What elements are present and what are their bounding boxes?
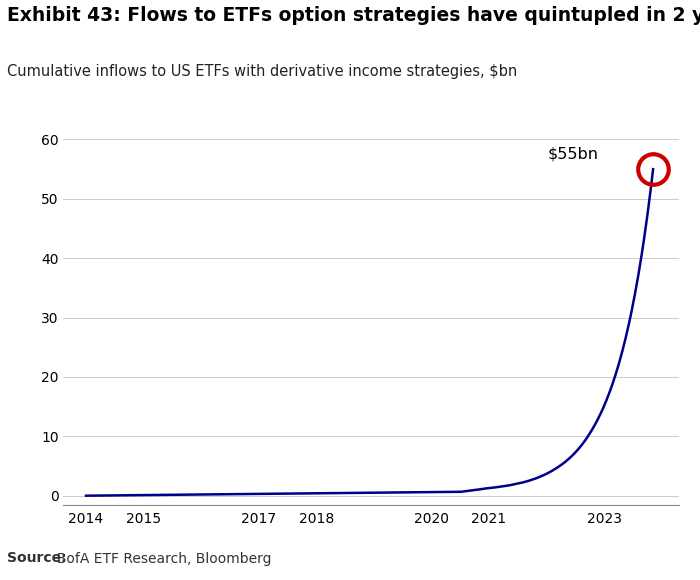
Text: Exhibit 43: Flows to ETFs option strategies have quintupled in 2 years: Exhibit 43: Flows to ETFs option strateg… xyxy=(7,6,700,25)
Text: Source:: Source: xyxy=(7,552,66,565)
Text: Cumulative inflows to US ETFs with derivative income strategies, $bn: Cumulative inflows to US ETFs with deriv… xyxy=(7,64,517,79)
Text: $55bn: $55bn xyxy=(547,147,598,162)
Text: BofA ETF Research, Bloomberg: BofA ETF Research, Bloomberg xyxy=(48,552,271,565)
